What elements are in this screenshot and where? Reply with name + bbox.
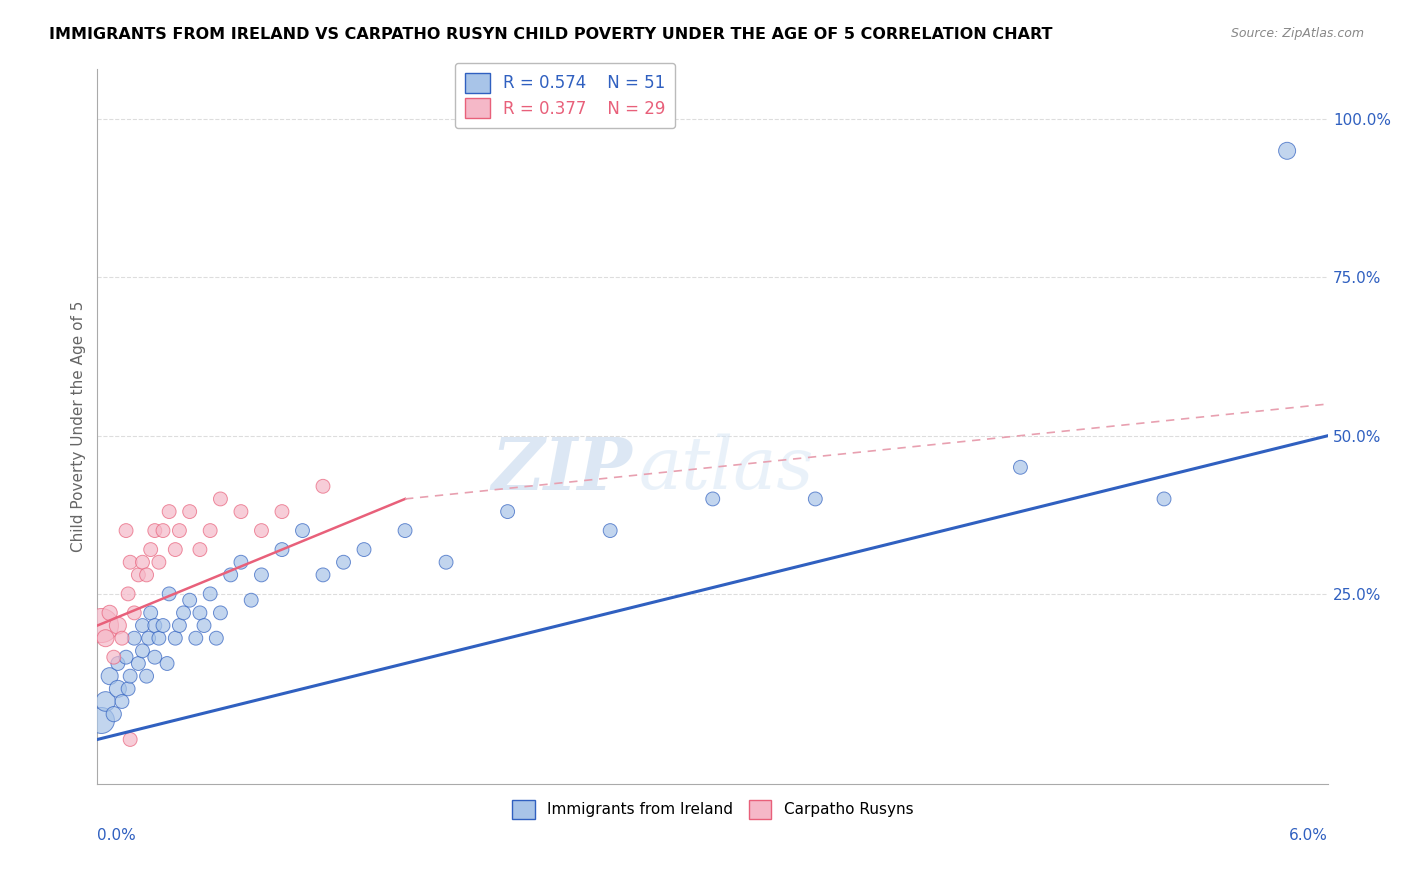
Point xyxy=(98,606,121,620)
Point xyxy=(702,491,724,506)
Point xyxy=(312,479,335,493)
Point xyxy=(193,618,215,632)
Point xyxy=(312,567,335,582)
Point xyxy=(143,618,166,632)
Point xyxy=(117,587,139,601)
Point xyxy=(219,567,242,582)
Point xyxy=(127,567,149,582)
Point xyxy=(496,505,519,519)
Point xyxy=(209,491,232,506)
Point xyxy=(240,593,263,607)
Point xyxy=(179,593,201,607)
Y-axis label: Child Poverty Under the Age of 5: Child Poverty Under the Age of 5 xyxy=(72,301,86,552)
Point xyxy=(394,524,416,538)
Point xyxy=(152,618,174,632)
Text: Source: ZipAtlas.com: Source: ZipAtlas.com xyxy=(1230,27,1364,40)
Point xyxy=(111,694,134,708)
Point xyxy=(148,631,170,645)
Point xyxy=(271,505,294,519)
Point xyxy=(120,669,142,683)
Point xyxy=(1275,144,1298,158)
Point xyxy=(188,542,211,557)
Point xyxy=(332,555,354,569)
Point xyxy=(103,707,125,722)
Point xyxy=(131,555,153,569)
Point xyxy=(107,681,129,696)
Point xyxy=(143,524,166,538)
Point xyxy=(90,618,112,632)
Point xyxy=(90,714,112,728)
Point xyxy=(111,631,134,645)
Point xyxy=(135,567,157,582)
Point xyxy=(94,694,117,708)
Point xyxy=(157,505,180,519)
Point xyxy=(229,555,252,569)
Point xyxy=(148,555,170,569)
Point xyxy=(115,650,138,665)
Point xyxy=(131,618,153,632)
Point xyxy=(599,524,621,538)
Point xyxy=(250,567,273,582)
Point xyxy=(124,606,146,620)
Point xyxy=(156,657,179,671)
Point xyxy=(184,631,207,645)
Point xyxy=(179,505,201,519)
Point xyxy=(271,542,294,557)
Point xyxy=(1010,460,1032,475)
Point xyxy=(169,618,191,632)
Point xyxy=(135,669,157,683)
Point xyxy=(1153,491,1175,506)
Point xyxy=(353,542,375,557)
Text: 6.0%: 6.0% xyxy=(1289,828,1329,843)
Text: atlas: atlas xyxy=(638,434,814,504)
Text: 0.0%: 0.0% xyxy=(97,828,136,843)
Point xyxy=(127,657,149,671)
Point xyxy=(131,644,153,658)
Point xyxy=(139,606,162,620)
Text: ZIP: ZIP xyxy=(492,434,633,505)
Point xyxy=(804,491,827,506)
Point xyxy=(120,555,142,569)
Point xyxy=(434,555,457,569)
Point xyxy=(169,524,191,538)
Point xyxy=(198,587,221,601)
Point xyxy=(120,732,142,747)
Point xyxy=(138,631,160,645)
Point xyxy=(107,657,129,671)
Legend: Immigrants from Ireland, Carpatho Rusyns: Immigrants from Ireland, Carpatho Rusyns xyxy=(505,792,921,826)
Point xyxy=(94,631,117,645)
Point xyxy=(115,524,138,538)
Point xyxy=(291,524,314,538)
Point xyxy=(139,542,162,557)
Point xyxy=(103,650,125,665)
Point xyxy=(98,669,121,683)
Point xyxy=(205,631,228,645)
Point xyxy=(107,618,129,632)
Point xyxy=(188,606,211,620)
Point xyxy=(198,524,221,538)
Point xyxy=(165,542,187,557)
Point xyxy=(209,606,232,620)
Point xyxy=(124,631,146,645)
Point xyxy=(173,606,195,620)
Point xyxy=(143,650,166,665)
Point xyxy=(229,505,252,519)
Text: IMMIGRANTS FROM IRELAND VS CARPATHO RUSYN CHILD POVERTY UNDER THE AGE OF 5 CORRE: IMMIGRANTS FROM IRELAND VS CARPATHO RUSY… xyxy=(49,27,1053,42)
Point xyxy=(250,524,273,538)
Point xyxy=(165,631,187,645)
Point xyxy=(152,524,174,538)
Point xyxy=(157,587,180,601)
Point xyxy=(117,681,139,696)
